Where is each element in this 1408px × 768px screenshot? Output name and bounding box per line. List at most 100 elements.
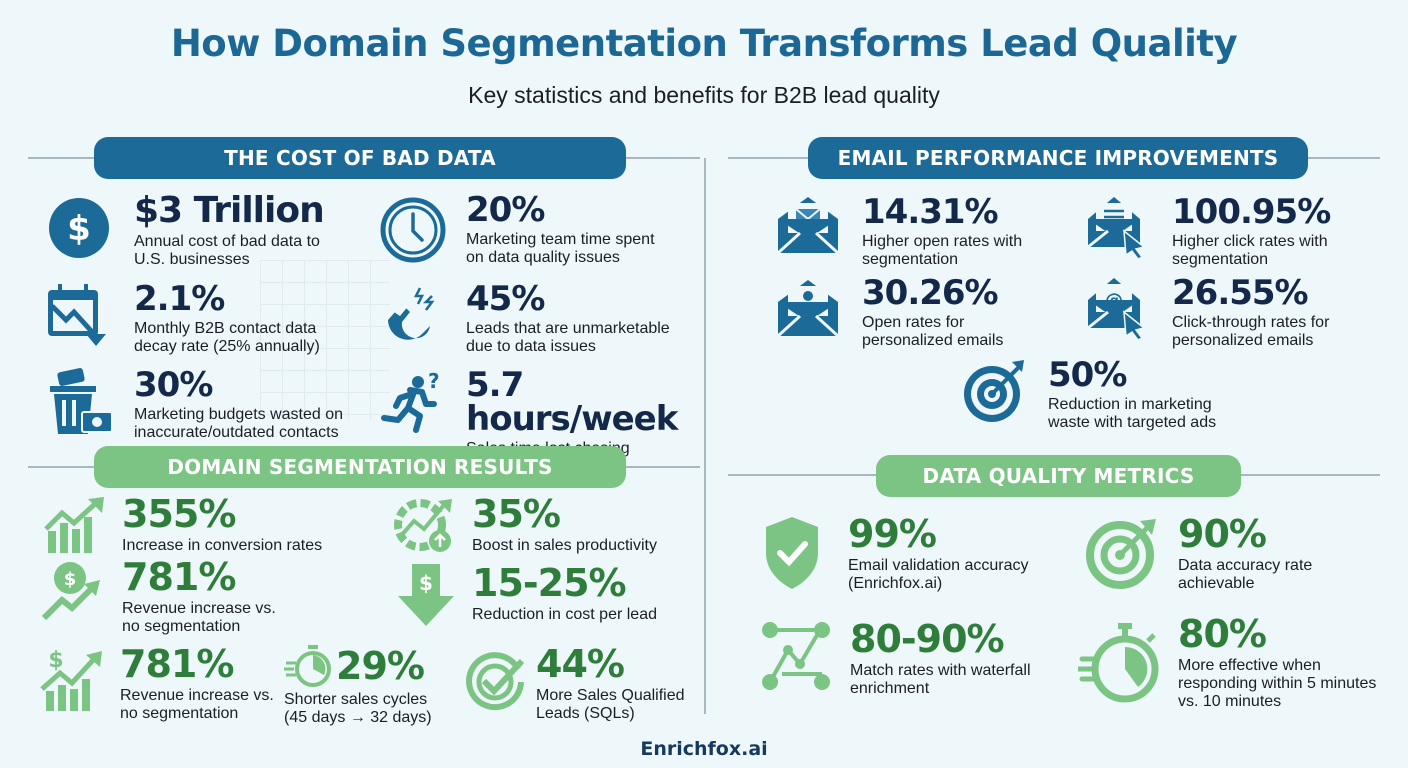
stat-description: More Sales Qualified Leads (SQLs): [536, 687, 685, 722]
svg-text:$: $: [419, 571, 433, 595]
stat-card: 100.95% Higher click rates with segmenta…: [1086, 195, 1386, 269]
stat-value: 90%: [1178, 512, 1267, 556]
stat-card: 90% Data accuracy rate achievable: [1086, 515, 1386, 593]
stat-card: 99% Email validation accuracy (Enrichfox…: [764, 515, 1084, 593]
stat-value: 5.7 hours/week: [466, 365, 678, 439]
shield-check-icon: [764, 515, 820, 591]
stat-card: 44% More Sales Qualified Leads (SQLs): [464, 645, 704, 723]
stat-value: 2.1%: [134, 279, 225, 319]
stat-description: Click-through rates for personalized ema…: [1172, 314, 1330, 349]
trash-money-icon: [48, 368, 114, 434]
stat-card: 30.26% Open rates for personalized email…: [776, 276, 1076, 350]
stat-value: 29%: [336, 644, 425, 688]
stat-value: 14.31%: [862, 192, 999, 232]
stat-description: Leads that are unmarketable due to data …: [466, 320, 670, 355]
stat-description: Shorter sales cycles (45 days → 32 days): [284, 691, 432, 726]
stat-value: $3 Trillion: [134, 190, 325, 231]
dollar-circle-icon: $: [48, 197, 110, 259]
stat-description: Match rates with waterfall enrichment: [850, 662, 1031, 697]
stat-value: 30%: [134, 365, 213, 405]
stat-card: 80-90% Match rates with waterfall enrich…: [760, 620, 1080, 698]
dollar-arrow-down-icon: $: [398, 564, 454, 626]
stat-card: 2.1% Monthly B2B contact data decay rate…: [46, 282, 366, 356]
column-divider: [704, 158, 706, 714]
stat-value: 50%: [1048, 355, 1127, 395]
stat-value: 355%: [122, 492, 236, 536]
stat-value: 80-90%: [850, 617, 1005, 661]
grid-decoration: [260, 260, 390, 420]
stat-card: $ $3 Trillion Annual cost of bad data to…: [48, 193, 368, 269]
page-subtitle: Key statistics and benefits for B2B lead…: [468, 82, 940, 108]
gear-growth-icon: [394, 495, 456, 553]
stat-card: 80% More effective when responding withi…: [1078, 615, 1388, 711]
section-heading-email-performance: EMAIL PERFORMANCE IMPROVEMENTS: [808, 137, 1308, 179]
dollar-growth-chart-icon: $: [40, 645, 106, 711]
stopwatch-icon: [284, 645, 332, 687]
calendar-decline-icon: [46, 282, 112, 348]
envelope-person-icon: [776, 276, 840, 338]
stat-card: 45% Leads that are unmarketable due to d…: [380, 282, 700, 356]
stat-value: 45%: [466, 279, 545, 319]
stat-card: $ 781% Revenue increase vs. no segmentat…: [40, 558, 370, 636]
stat-value: 26.55%: [1172, 273, 1309, 313]
magnet-icon: [380, 282, 446, 348]
clock-icon: [380, 197, 446, 263]
stat-description: Reduction in cost per lead: [472, 606, 657, 623]
target-icon: [1086, 515, 1158, 589]
page-title: How Domain Segmentation Transforms Lead …: [170, 22, 1238, 65]
stat-description: Monthly B2B contact data decay rate (25%…: [134, 320, 320, 355]
stat-card: $ 781% Revenue increase vs. no segmentat…: [40, 645, 280, 723]
target-icon: [962, 358, 1028, 424]
stat-description: Boost in sales productivity: [472, 537, 657, 554]
open-envelope-icon: [776, 195, 840, 255]
stat-card: 50% Reduction in marketing waste with ta…: [962, 358, 1262, 432]
stat-card: 35% Boost in sales productivity: [394, 495, 704, 555]
section-heading-cost-of-bad-data: THE COST OF BAD DATA: [94, 137, 626, 179]
stat-card: 30% Marketing budgets wasted on inaccura…: [48, 368, 368, 442]
dollar-arrow-up-icon: $: [40, 558, 106, 624]
check-circle-icon: [464, 651, 526, 713]
stat-value: 781%: [120, 642, 234, 686]
stopwatch-icon: [1078, 621, 1160, 707]
stat-card: $ 15-25% Reduction in cost per lead: [398, 564, 708, 626]
svg-text:$: $: [48, 648, 63, 673]
stat-description: Revenue increase vs. no segmentation: [122, 600, 276, 635]
stat-description: Email validation accuracy (Enrichfox.ai): [848, 557, 1029, 592]
growth-chart-icon: [44, 495, 106, 553]
waterfall-nodes-icon: [760, 620, 832, 692]
envelope-at-click-icon: @: [1086, 276, 1150, 340]
stat-description: Higher click rates with segmentation: [1172, 233, 1328, 268]
stat-description: Annual cost of bad data to U.S. business…: [134, 233, 320, 268]
svg-text:?: ?: [428, 369, 440, 393]
stat-description: Increase in conversion rates: [122, 537, 323, 554]
stat-description: Marketing budgets wasted on inaccurate/o…: [134, 406, 344, 441]
stat-card: 20% Marketing team time spent on data qu…: [380, 193, 700, 267]
stat-value: 15-25%: [472, 561, 627, 605]
stat-description: Marketing team time spent on data qualit…: [466, 231, 655, 266]
stat-value: 30.26%: [862, 273, 999, 313]
stat-description: Open rates for personalized emails: [862, 314, 1004, 349]
section-heading-domain-segmentation: DOMAIN SEGMENTATION RESULTS: [94, 446, 626, 488]
stat-description: Revenue increase vs. no segmentation: [120, 687, 274, 722]
stat-card: 29% Shorter sales cycles (45 days → 32 d…: [284, 645, 464, 727]
stat-value: 100.95%: [1172, 192, 1331, 232]
stat-value: 35%: [472, 492, 561, 536]
stat-description: Reduction in marketing waste with target…: [1048, 396, 1217, 431]
stat-card: 14.31% Higher open rates with segmentati…: [776, 195, 1076, 269]
stat-description: Data accuracy rate achievable: [1178, 557, 1313, 592]
svg-text:$: $: [64, 569, 77, 590]
stat-description: More effective when responding within 5 …: [1178, 657, 1377, 710]
running-person-question-icon: ?: [380, 368, 446, 434]
section-heading-data-quality-metrics: DATA QUALITY METRICS: [876, 455, 1241, 497]
stat-description: Higher open rates with segmentation: [862, 233, 1023, 268]
envelope-click-icon: [1086, 195, 1150, 259]
svg-text:$: $: [67, 209, 91, 249]
footer-brand: Enrichfox.ai: [640, 738, 768, 760]
stat-card: 355% Increase in conversion rates: [44, 495, 374, 555]
stat-card: @ 26.55% Click-through rates for persona…: [1086, 276, 1386, 350]
stat-value: 44%: [536, 642, 625, 686]
stat-value: 80%: [1178, 612, 1267, 656]
stat-value: 99%: [848, 512, 937, 556]
stat-value: 781%: [122, 555, 236, 599]
stat-value: 20%: [466, 190, 545, 230]
